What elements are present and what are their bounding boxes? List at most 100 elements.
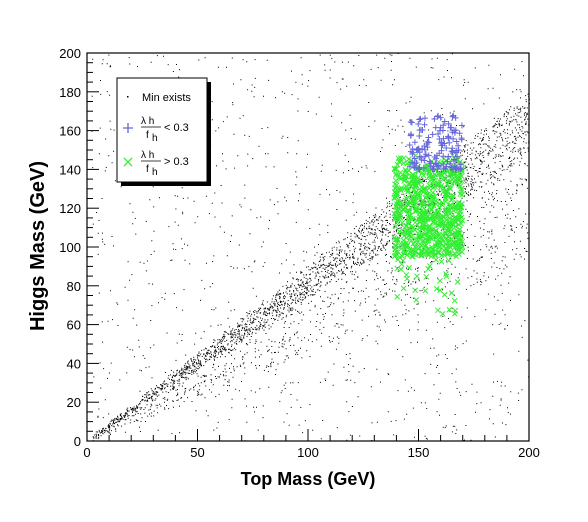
x-marker — [416, 216, 422, 222]
plus-marker — [437, 114, 444, 121]
x-marker — [432, 252, 438, 259]
x-marker — [405, 217, 412, 223]
plus-marker — [456, 130, 463, 137]
x-marker — [442, 231, 448, 237]
x-marker — [439, 199, 446, 206]
plus-marker — [420, 165, 427, 172]
plus-marker — [421, 121, 428, 128]
plus-marker — [439, 127, 446, 134]
y-tick-label: 40 — [67, 356, 81, 371]
x-marker — [407, 249, 414, 256]
x-marker — [446, 306, 453, 313]
x-marker — [412, 227, 418, 233]
y-tick-label: 180 — [59, 85, 81, 100]
x-marker — [436, 243, 443, 250]
plus-marker — [450, 156, 457, 163]
plus-marker — [452, 127, 459, 134]
plus-marker — [442, 166, 449, 173]
x-marker — [402, 167, 409, 173]
x-marker — [412, 287, 419, 294]
plus-marker — [443, 163, 450, 170]
x-marker — [403, 186, 410, 193]
x-marker — [395, 205, 402, 211]
x-marker — [452, 223, 459, 230]
plus-marker — [413, 159, 420, 166]
x-marker — [403, 173, 410, 180]
plus-marker — [432, 124, 439, 131]
plus-marker — [415, 166, 422, 173]
x-marker — [403, 222, 410, 229]
plus-marker — [421, 143, 428, 150]
x-marker — [443, 222, 449, 229]
x-marker — [434, 222, 441, 228]
plus-marker — [415, 121, 422, 128]
plus-marker — [424, 144, 431, 151]
plus-marker — [421, 157, 428, 164]
x-marker — [425, 266, 432, 272]
plus-marker — [448, 124, 455, 131]
legend-item-high: λ h f h > 0.3 — [123, 150, 189, 178]
plus-marker — [431, 115, 438, 122]
plus-marker — [421, 146, 428, 153]
legend-plus-marker — [123, 123, 133, 133]
plus-marker — [446, 139, 453, 146]
y-axis-title: Higgs Mass (GeV) — [27, 161, 49, 331]
plus-marker — [407, 118, 414, 125]
x-marker — [444, 181, 451, 187]
x-marker — [451, 239, 458, 245]
x-marker — [440, 213, 447, 220]
x-marker — [441, 156, 447, 162]
x-marker — [459, 191, 465, 198]
x-marker — [434, 214, 441, 221]
x-marker — [440, 236, 447, 243]
x-marker — [395, 244, 402, 250]
plus-marker — [436, 135, 443, 142]
x-marker — [439, 172, 445, 179]
x-tick-label: 100 — [297, 445, 319, 460]
y-tick-label: 120 — [59, 201, 81, 216]
x-marker — [451, 310, 458, 317]
x-marker — [450, 172, 457, 178]
x-marker — [413, 205, 420, 212]
plus-marker — [445, 135, 452, 142]
legend-high-denominator: f — [146, 164, 149, 175]
x-tick-label: 200 — [518, 445, 540, 460]
plus-marker — [453, 147, 460, 154]
x-marker — [407, 213, 414, 220]
plus-marker — [458, 136, 465, 143]
plus-marker — [438, 142, 445, 149]
plus-marker — [411, 139, 418, 146]
x-marker — [409, 253, 415, 260]
plus-marker — [451, 163, 458, 170]
x-marker — [417, 236, 423, 243]
legend-low-numerator: λ h — [141, 116, 154, 127]
plus-marker — [440, 160, 447, 167]
plus-marker — [441, 118, 448, 125]
x-marker — [437, 277, 443, 284]
x-marker — [391, 165, 398, 172]
plus-marker — [421, 115, 428, 122]
x-marker — [445, 236, 452, 243]
x-marker — [425, 224, 431, 230]
x-tick-label: 50 — [190, 445, 204, 460]
x-marker — [392, 236, 399, 243]
legend: Min exists λ h f h < 0.3 λ h f h > 0.3 — [116, 77, 211, 186]
x-marker — [423, 208, 430, 215]
x-marker — [392, 214, 399, 221]
x-marker — [396, 228, 403, 235]
x-marker — [394, 293, 401, 300]
plus-marker — [416, 116, 423, 123]
legend-high-relation: > 0.3 — [164, 156, 189, 168]
y-tick-label: 0 — [74, 434, 81, 449]
x-tick-label: 150 — [408, 445, 430, 460]
x-marker — [396, 158, 403, 165]
x-marker — [423, 164, 429, 171]
x-marker — [404, 251, 410, 258]
legend-item-min-exists: Min exists — [127, 92, 191, 104]
legend-dot-marker — [127, 96, 129, 98]
plus-marker — [411, 155, 418, 162]
x-marker — [425, 245, 432, 252]
plus-marker — [407, 148, 414, 155]
x-marker — [400, 207, 407, 213]
y-tick-label: 160 — [59, 124, 81, 139]
